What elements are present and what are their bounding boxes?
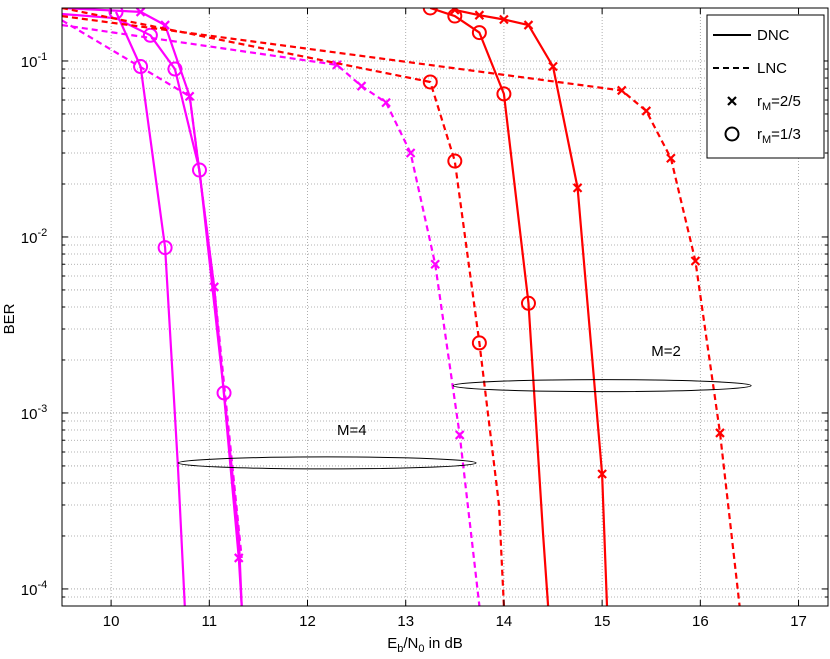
legend-item-3: rM=1/3 [724,126,801,146]
series-line [62,8,505,606]
data-point-x [499,14,509,25]
data-point-x [641,106,652,116]
data-point-x [356,81,367,91]
data-point-circle [142,27,158,43]
data-point-x [666,153,676,164]
data-point-x [430,259,440,270]
series-6 [450,8,609,606]
annotation-1: M=2 [452,343,752,393]
annotations: M=4 M=2 [177,343,752,470]
legend-item-1: LNC [713,60,787,77]
series-line [62,24,481,606]
series-7 [62,8,505,606]
data-point-circle [496,86,512,102]
data-point-x [381,97,391,108]
data-point-x [572,183,583,193]
series-line [114,11,186,606]
series-line [62,19,243,559]
legend-item-0: DNC [713,27,790,44]
annotation-0: M=4 [177,422,477,470]
y-tick-label: 10-1 [21,51,47,71]
x-tick-label: 10 [103,613,120,630]
y-tick-label: 10-3 [21,403,47,423]
series-line [62,12,243,606]
legend-swatch-circle [724,126,740,142]
legend-label: DNC [757,27,790,44]
data-point-x [548,61,558,72]
y-axis-label: BER [1,303,18,334]
data-point-x [616,85,627,96]
legend-label: rM=1/3 [757,126,801,146]
series-layer [62,8,741,606]
data-point-x [474,10,485,20]
x-tick-label: 16 [692,613,709,630]
annotation-ellipse [177,456,477,470]
series-3 [62,19,243,559]
series-line [429,8,550,606]
series-1 [62,12,243,606]
legend-swatch-x [727,96,737,106]
data-point-circle [447,153,463,169]
y-tick-label: 10-4 [21,579,47,599]
series-5 [422,8,550,606]
series-8 [62,15,741,606]
data-point-x [450,8,460,15]
series-0 [108,8,186,606]
ticks [62,7,828,607]
x-tick-label: 17 [790,613,807,630]
data-point-x [597,469,607,479]
annotation-label: M=2 [651,343,681,360]
axis-labels: 10 11 12 13 14 15 16 17 10-4 10-3 10-2 10-1 Eb/N0 in… [1,51,807,655]
data-point-x [690,256,701,266]
data-point-x [523,20,534,30]
x-tick-label: 15 [594,613,611,630]
data-point-circle [471,335,487,351]
legend-item-2: rM=2/5 [727,93,801,113]
data-point-x [454,430,465,440]
legend: DNC LNC rM=2/5 rM=1/3 [706,14,825,159]
x-tick-label: 11 [202,613,218,630]
x-tick-label: 12 [299,613,316,630]
legend-label: rM=2/5 [757,93,801,113]
data-point-circle [471,25,487,41]
x-tick-label: 13 [397,613,414,630]
annotation-label: M=4 [337,422,367,439]
data-point-circle [422,74,438,90]
data-point-circle [133,59,149,75]
data-point-x [332,60,342,70]
data-point-circle [520,295,536,311]
annotation-ellipse [452,379,752,393]
series-line [62,15,741,606]
data-point-circle [157,240,173,256]
data-point-circle [422,8,438,16]
y-tick-label: 10-2 [21,227,47,247]
x-tick-label: 14 [496,613,513,630]
data-point-x [405,148,416,158]
legend-label: LNC [757,60,787,77]
grid [62,7,828,607]
series-line [454,8,609,606]
data-point-x [715,428,725,438]
x-axis-label: Eb/N0 in dB [387,635,463,655]
data-point-x [135,8,146,17]
series-4 [62,24,481,606]
